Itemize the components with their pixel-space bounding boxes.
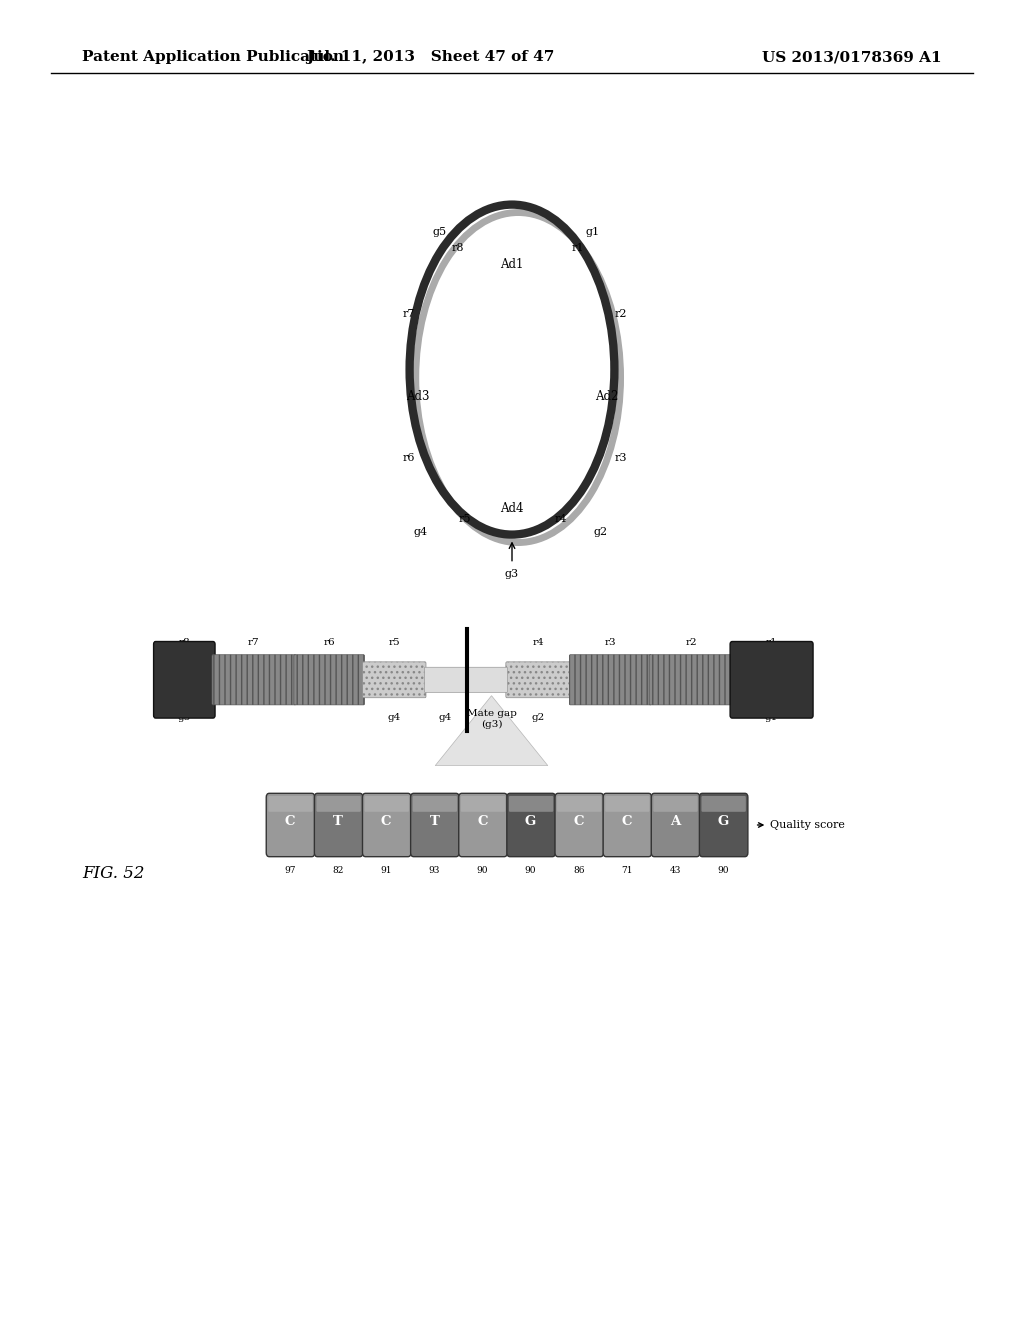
FancyBboxPatch shape [651,793,699,857]
Text: Quality score: Quality score [758,820,845,830]
Text: g4: g4 [439,713,452,722]
Text: Ad4: Ad4 [501,502,523,515]
Text: g5: g5 [178,713,190,722]
Text: g4: g4 [388,713,400,722]
Text: Patent Application Publication: Patent Application Publication [82,50,344,65]
Text: g1: g1 [765,713,778,722]
Text: C: C [477,814,487,828]
Text: 91: 91 [381,866,392,875]
FancyBboxPatch shape [555,793,603,857]
Text: 90: 90 [477,866,488,875]
Text: 93: 93 [429,866,440,875]
Text: 71: 71 [622,866,633,875]
Text: Ad3: Ad3 [407,389,429,403]
FancyBboxPatch shape [653,796,697,812]
Text: T: T [429,814,439,828]
FancyBboxPatch shape [557,796,601,812]
FancyBboxPatch shape [605,796,649,812]
Text: 90: 90 [718,866,729,875]
Text: r2: r2 [685,638,697,647]
FancyBboxPatch shape [459,793,507,857]
Text: r4: r4 [532,638,545,647]
Text: r1: r1 [766,638,777,647]
FancyBboxPatch shape [569,655,651,705]
FancyBboxPatch shape [266,793,314,857]
FancyBboxPatch shape [507,793,555,857]
Text: g2: g2 [594,527,608,537]
FancyBboxPatch shape [730,642,813,718]
Text: C: C [573,814,584,828]
Text: r8: r8 [452,243,464,253]
Polygon shape [435,696,548,766]
FancyBboxPatch shape [461,796,505,812]
Text: Mate gap
(g3): Mate gap (g3) [467,710,516,729]
FancyBboxPatch shape [465,668,508,692]
Text: r8: r8 [178,638,190,647]
FancyBboxPatch shape [362,661,426,698]
Text: g5: g5 [432,227,446,238]
FancyBboxPatch shape [314,793,362,857]
FancyBboxPatch shape [649,655,733,705]
Text: 97: 97 [285,866,296,875]
Text: r5: r5 [459,513,471,524]
Text: r5: r5 [388,638,400,647]
Text: g1: g1 [586,227,600,238]
Text: A: A [670,814,680,828]
Text: Jul. 11, 2013   Sheet 47 of 47: Jul. 11, 2013 Sheet 47 of 47 [306,50,554,65]
FancyBboxPatch shape [506,661,571,698]
Text: FIG. 52: FIG. 52 [82,865,144,882]
FancyBboxPatch shape [701,796,745,812]
Text: 43: 43 [670,866,681,875]
Text: g3: g3 [505,569,519,579]
Text: C: C [285,814,295,828]
Text: T: T [333,814,343,828]
FancyBboxPatch shape [212,655,296,705]
Text: g2: g2 [532,713,545,722]
FancyBboxPatch shape [362,793,411,857]
FancyBboxPatch shape [365,796,409,812]
FancyBboxPatch shape [294,655,365,705]
FancyBboxPatch shape [316,796,360,812]
FancyBboxPatch shape [154,642,215,718]
FancyBboxPatch shape [413,796,457,812]
FancyBboxPatch shape [268,796,312,812]
Text: G: G [718,814,729,828]
Text: r4: r4 [555,513,567,524]
Text: Ad1: Ad1 [501,257,523,271]
Text: Ad2: Ad2 [596,389,618,403]
Text: r7: r7 [402,309,415,319]
Text: r6: r6 [324,638,335,647]
Text: r6: r6 [402,453,415,463]
FancyBboxPatch shape [411,793,459,857]
FancyBboxPatch shape [424,668,467,692]
Text: 90: 90 [525,866,537,875]
Text: G: G [525,814,537,828]
Text: g4: g4 [414,527,428,537]
Text: C: C [622,814,632,828]
Text: r2: r2 [614,309,627,319]
FancyBboxPatch shape [509,796,553,812]
Text: r1: r1 [571,243,584,253]
Text: C: C [381,814,391,828]
FancyBboxPatch shape [603,793,651,857]
Text: r7: r7 [248,638,260,647]
Text: 82: 82 [333,866,344,875]
Text: r3: r3 [614,453,627,463]
Text: r3: r3 [604,638,616,647]
Text: 86: 86 [573,866,585,875]
FancyBboxPatch shape [699,793,748,857]
Text: US 2013/0178369 A1: US 2013/0178369 A1 [763,50,942,65]
